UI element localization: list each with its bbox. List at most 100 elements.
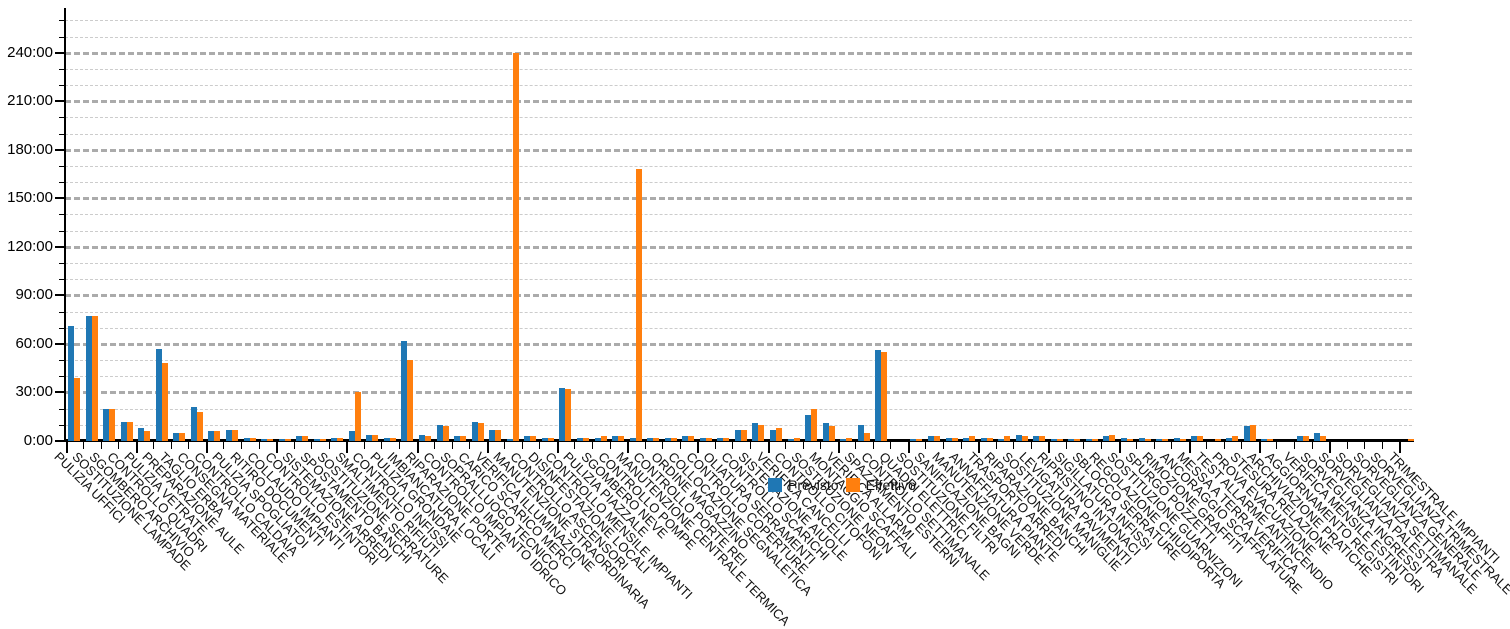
x-axis-tick xyxy=(574,442,576,449)
bar-effettivo xyxy=(547,437,554,441)
bar-previsto xyxy=(208,431,215,441)
y-axis-tick-label: 30:00 xyxy=(15,383,53,401)
bar-previsto xyxy=(120,421,127,441)
gridline-minor xyxy=(65,408,1412,410)
bar-effettivo xyxy=(688,436,695,441)
bar-effettivo xyxy=(354,392,361,441)
bar-previsto xyxy=(68,326,74,441)
bar-previsto xyxy=(454,436,461,441)
bar-effettivo xyxy=(1302,436,1309,441)
x-axis-tick xyxy=(749,442,751,449)
bar-effettivo xyxy=(618,436,625,441)
bar-effettivo xyxy=(565,389,572,441)
bar-effettivo xyxy=(863,432,870,441)
x-axis-tick xyxy=(1083,442,1085,449)
gridline-minor xyxy=(65,133,1412,135)
bar-effettivo xyxy=(284,439,291,441)
bar-previsto xyxy=(910,439,917,441)
x-axis-tick xyxy=(890,442,892,449)
bar-effettivo xyxy=(1109,434,1116,441)
x-axis-tick xyxy=(451,442,453,449)
bar-effettivo xyxy=(1074,439,1081,441)
bar-previsto xyxy=(1191,436,1198,441)
gridline-minor xyxy=(65,117,1412,119)
bar-effettivo xyxy=(161,363,168,441)
x-axis-tick xyxy=(995,442,997,449)
x-axis-tick xyxy=(311,442,313,449)
x-axis-tick xyxy=(556,442,559,453)
gridline-minor xyxy=(65,424,1412,426)
bar-effettivo xyxy=(670,437,677,441)
gridline-minor xyxy=(65,360,1412,362)
bar-previsto xyxy=(664,437,671,441)
x-axis-tick xyxy=(1276,442,1278,449)
bar-effettivo xyxy=(214,431,221,441)
y-axis-tick-label: 60:00 xyxy=(15,334,53,352)
bar-effettivo xyxy=(933,436,940,441)
bar-effettivo xyxy=(1056,439,1063,441)
legend-item-previsto[interactable]: Previsto xyxy=(768,478,839,492)
x-axis-tick xyxy=(1206,442,1208,449)
bar-effettivo xyxy=(635,169,642,441)
x-axis-tick xyxy=(241,442,242,449)
bar-previsto xyxy=(313,439,320,441)
bar-previsto xyxy=(1314,432,1321,441)
gridline-minor xyxy=(65,279,1412,281)
y-axis-tick xyxy=(59,327,65,329)
bar-effettivo xyxy=(302,436,309,441)
x-axis-tick xyxy=(978,442,981,453)
bar-previsto xyxy=(945,437,952,441)
bar-effettivo xyxy=(1179,439,1186,441)
bar-previsto xyxy=(348,431,355,441)
y-axis-tick-label: 180:00 xyxy=(7,140,53,158)
bar-effettivo xyxy=(776,428,782,441)
x-axis-tick xyxy=(346,442,349,453)
bar-effettivo xyxy=(1320,436,1327,441)
x-axis-tick xyxy=(907,442,910,453)
y-axis-tick xyxy=(59,133,65,135)
y-axis-line xyxy=(64,8,66,442)
bar-effettivo xyxy=(1004,436,1011,441)
legend-swatch-effettivo-icon xyxy=(845,478,860,492)
x-axis-tick xyxy=(1048,442,1051,453)
x-axis-tick xyxy=(1013,442,1015,449)
gridline-major xyxy=(65,148,1412,152)
bar-effettivo xyxy=(126,421,133,441)
bar-effettivo xyxy=(828,426,835,441)
bar-previsto xyxy=(980,437,987,441)
x-axis-tick xyxy=(1030,442,1032,449)
x-axis-tick xyxy=(592,442,593,449)
y-axis-tick xyxy=(55,51,65,54)
bar-effettivo xyxy=(495,429,502,441)
bar-previsto xyxy=(927,436,934,441)
bar-previsto xyxy=(822,423,829,441)
y-axis-tick-label: 90:00 xyxy=(15,286,53,304)
x-axis-tick xyxy=(1136,442,1138,449)
x-axis-tick xyxy=(1241,442,1243,449)
legend-label-previsto: Previsto xyxy=(788,477,839,493)
bar-effettivo xyxy=(969,436,976,441)
bar-previsto xyxy=(998,439,1005,441)
bar-previsto xyxy=(857,424,864,441)
x-axis-tick xyxy=(153,442,155,449)
x-axis-tick xyxy=(118,442,120,449)
bar-previsto xyxy=(331,437,338,441)
y-axis-tick xyxy=(55,342,65,345)
x-axis-tick xyxy=(135,442,138,453)
x-axis-tick xyxy=(960,442,962,449)
bar-previsto xyxy=(506,439,513,441)
x-axis-tick xyxy=(416,442,419,453)
legend: Previsto Effettivo xyxy=(768,478,916,492)
legend-item-effettivo[interactable]: Effettivo xyxy=(845,478,916,492)
x-axis-tick xyxy=(223,442,225,449)
bar-previsto xyxy=(1068,439,1075,441)
y-axis-tick xyxy=(55,294,65,297)
bar-previsto xyxy=(243,437,250,441)
gridline-minor xyxy=(65,311,1412,313)
x-axis-tick xyxy=(697,442,700,453)
bar-previsto xyxy=(805,415,812,441)
x-axis-tick xyxy=(83,442,85,449)
bar-effettivo xyxy=(1091,439,1098,441)
x-axis-tick xyxy=(644,442,646,449)
x-axis-tick xyxy=(1258,442,1261,453)
